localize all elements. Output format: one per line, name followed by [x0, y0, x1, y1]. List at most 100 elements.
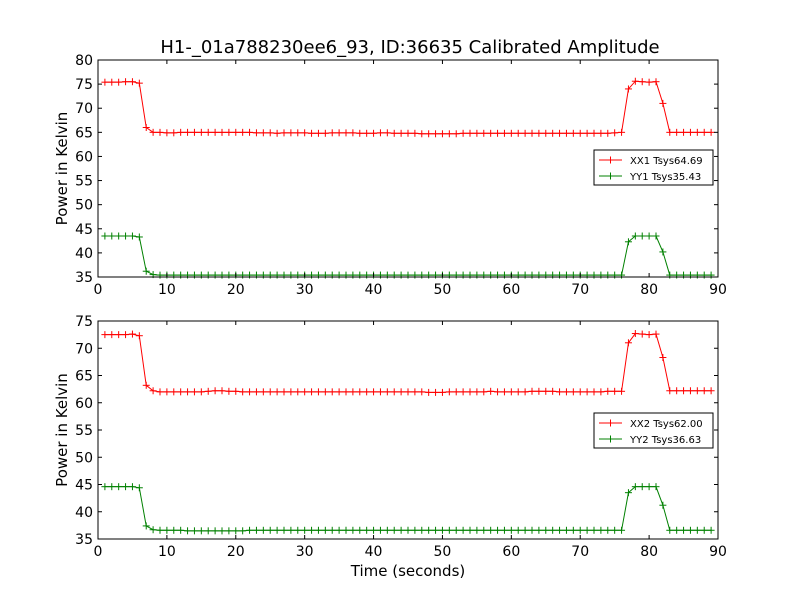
- data-point: [500, 526, 508, 534]
- data-point: [659, 501, 667, 509]
- legend: XX2 Tsys62.00 YY2 Tsys36.63: [593, 412, 714, 449]
- data-point: [259, 526, 267, 534]
- data-point: [418, 388, 426, 396]
- data-point: [321, 271, 329, 279]
- data-point: [473, 271, 481, 279]
- data-point: [418, 526, 426, 534]
- data-point: [328, 271, 336, 279]
- data-point: [700, 271, 708, 279]
- x-tick-label: 90: [709, 282, 727, 298]
- data-point: [308, 271, 316, 279]
- data-point: [397, 129, 405, 137]
- data-point: [418, 130, 426, 138]
- data-point: [576, 129, 584, 137]
- data-point: [122, 331, 130, 339]
- x-tick-label: 20: [227, 544, 245, 560]
- data-point: [122, 232, 130, 240]
- legend-label: YY2 Tsys36.63: [629, 435, 701, 446]
- y-tick-label: 70: [75, 341, 93, 357]
- data-point: [211, 387, 219, 395]
- data-point: [611, 387, 619, 395]
- data-point: [466, 271, 474, 279]
- data-point: [287, 388, 295, 396]
- data-point: [149, 526, 157, 534]
- data-point: [673, 387, 681, 395]
- data-point: [128, 483, 136, 491]
- data-point: [562, 129, 570, 137]
- data-point: [335, 271, 343, 279]
- data-point: [335, 388, 343, 396]
- data-point: [135, 332, 143, 340]
- data-point: [259, 388, 267, 396]
- data-point: [156, 271, 164, 279]
- data-point: [115, 483, 123, 491]
- data-point: [163, 526, 171, 534]
- data-point: [480, 129, 488, 137]
- series-line: [104, 486, 712, 532]
- data-point: [500, 388, 508, 396]
- data-point: [645, 483, 653, 491]
- data-point: [280, 526, 288, 534]
- data-point: [445, 526, 453, 534]
- data-point: [149, 387, 157, 395]
- data-point: [301, 526, 309, 534]
- data-point: [390, 129, 398, 137]
- data-point: [686, 387, 694, 395]
- data-point: [294, 526, 302, 534]
- data-point: [335, 526, 343, 534]
- data-point: [273, 388, 281, 396]
- data-point: [700, 526, 708, 534]
- x-tick-label: 30: [296, 282, 314, 298]
- data-point: [266, 526, 274, 534]
- y-tick-label: 45: [75, 478, 93, 494]
- x-tick-label: 80: [640, 544, 658, 560]
- data-point: [294, 129, 302, 137]
- data-point: [232, 527, 240, 535]
- data-point: [225, 387, 233, 395]
- data-point: [239, 271, 247, 279]
- x-tick-label: 60: [502, 282, 520, 298]
- data-point: [266, 271, 274, 279]
- data-point: [390, 526, 398, 534]
- data-point: [328, 129, 336, 137]
- data-point: [569, 388, 577, 396]
- data-point: [101, 483, 109, 491]
- data-point: [370, 388, 378, 396]
- data-point: [494, 526, 502, 534]
- data-point: [562, 271, 570, 279]
- data-point: [583, 129, 591, 137]
- data-point: [246, 526, 254, 534]
- data-point: [638, 78, 646, 86]
- data-point: [445, 271, 453, 279]
- data-point: [590, 526, 598, 534]
- data-point: [363, 388, 371, 396]
- data-point: [177, 271, 185, 279]
- data-point: [142, 522, 150, 530]
- data-point: [280, 271, 288, 279]
- data-point: [480, 271, 488, 279]
- data-point: [197, 128, 205, 136]
- data-point: [438, 130, 446, 138]
- data-point: [604, 387, 612, 395]
- data-point: [342, 129, 350, 137]
- data-point: [452, 130, 460, 138]
- data-point: [680, 271, 688, 279]
- data-point: [314, 388, 322, 396]
- x-tick-label: 80: [640, 282, 658, 298]
- data-point: [356, 129, 364, 137]
- subplot-2: 0 10 20 30 40 50 60 70 80 90 35 40 45 50 55 60 65 70 75 Pow…: [53, 314, 727, 580]
- data-point: [418, 271, 426, 279]
- data-point: [652, 232, 660, 240]
- y-tick-label: 75: [75, 314, 93, 330]
- x-tick-label: 10: [158, 544, 176, 560]
- data-point: [184, 128, 192, 136]
- data-point: [487, 271, 495, 279]
- data-point: [576, 526, 584, 534]
- data-point: [211, 271, 219, 279]
- data-point: [514, 526, 522, 534]
- data-point: [349, 271, 357, 279]
- data-point: [390, 271, 398, 279]
- data-point: [321, 388, 329, 396]
- x-tick-label: 40: [365, 282, 383, 298]
- data-point: [287, 271, 295, 279]
